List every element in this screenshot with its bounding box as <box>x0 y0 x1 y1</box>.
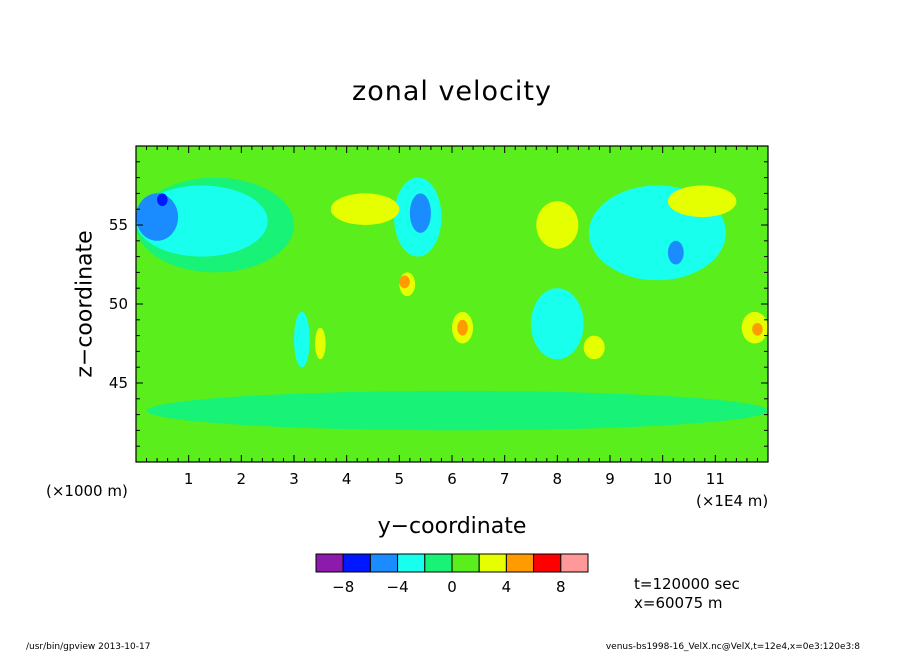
contour-region-18 <box>583 335 605 360</box>
time-annotation: t=120000 sec <box>634 575 740 593</box>
colorbar-swatch <box>369 553 399 573</box>
contour-region-7 <box>330 193 400 225</box>
colorbar-swatch <box>478 553 507 573</box>
x-tick-label: 11 <box>706 470 725 488</box>
contour-region-22 <box>294 311 310 368</box>
x-axis-unit-right: (×1E4 m) <box>696 492 769 510</box>
x-tick-label: 4 <box>342 470 352 488</box>
x-axis-label: y−coordinate <box>377 514 527 539</box>
colorbar-tick-label: 8 <box>556 578 566 596</box>
contour-region-10 <box>667 240 684 265</box>
y-tick-label: 55 <box>109 216 128 234</box>
contour-region-12 <box>667 185 737 218</box>
y-tick-label: 50 <box>109 295 128 313</box>
y-axis-label: z−coordinate <box>72 230 98 378</box>
colorbar-swatch <box>424 553 453 573</box>
x-axis-unit-left: (×1000 m) <box>46 482 128 500</box>
contour-region-0 <box>146 390 768 431</box>
colorbar-swatch <box>560 553 589 573</box>
colorbar-swatch <box>342 553 371 573</box>
contour-region-21 <box>315 327 326 360</box>
contour-region-3 <box>136 193 179 241</box>
colorbar-swatch <box>397 553 426 573</box>
x-tick-label: 9 <box>605 470 615 488</box>
colorbar-tick-label: −4 <box>387 578 409 596</box>
contour-region-16 <box>457 319 468 336</box>
y-tick-label: 45 <box>109 374 128 392</box>
x-tick-label: 10 <box>653 470 672 488</box>
x-tick-label: 3 <box>289 470 299 488</box>
colorbar-swatch <box>533 553 562 573</box>
x-tick-label: 2 <box>237 470 247 488</box>
footer-right: venus-bs1998-16_VelX.nc@VelX,t=12e4,x=0e… <box>605 642 860 652</box>
chart-title: zonal velocity <box>352 76 552 107</box>
contour-region-17 <box>531 288 584 360</box>
footer-left: /usr/bin/gpview 2013-10-17 <box>26 642 151 652</box>
contour-region-20 <box>752 322 763 336</box>
colorbar-tick-label: −8 <box>332 578 354 596</box>
contour-region-4 <box>157 193 168 207</box>
x-tick-label: 6 <box>447 470 457 488</box>
x-tick-label: 5 <box>395 470 405 488</box>
contour-region-14 <box>399 275 410 289</box>
colorbar-swatch <box>315 553 344 573</box>
contour-region-6 <box>409 193 431 233</box>
x-tick-label: 1 <box>184 470 194 488</box>
x-tick-label: 7 <box>500 470 510 488</box>
colorbar-tick-label: 0 <box>447 578 457 596</box>
x-tick-label: 8 <box>553 470 563 488</box>
x-annotation: x=60075 m <box>634 594 723 612</box>
colorbar-tick-label: 4 <box>502 578 512 596</box>
colorbar-swatch <box>505 553 535 573</box>
colorbar-swatch <box>451 553 480 573</box>
contour-region-8 <box>536 201 579 249</box>
